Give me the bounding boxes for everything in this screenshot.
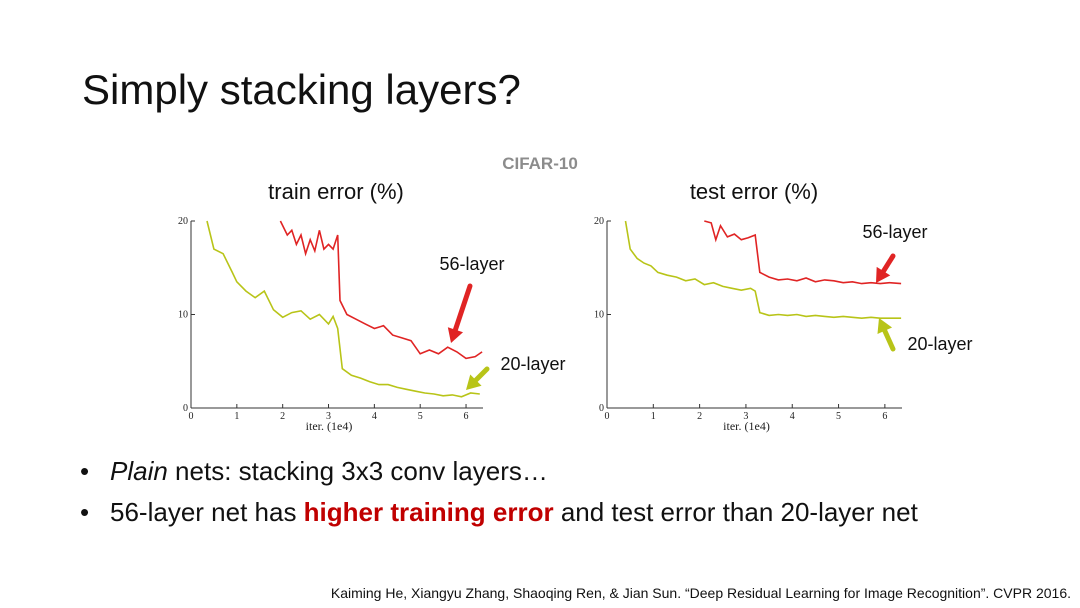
bullet-list: • Plain nets: stacking 3x3 conv layers… … [80, 456, 919, 527]
bullet: • [80, 456, 89, 486]
slide-title: Simply stacking layers? [82, 66, 521, 113]
x-tick-label: 1 [651, 411, 656, 422]
series-label: 56-layer [862, 222, 927, 242]
y-tick-label: 10 [594, 310, 604, 321]
arrow-shaft [452, 283, 473, 333]
arrow-head [876, 266, 891, 283]
bullet-part: Plain [110, 456, 168, 486]
y-tick-label: 0 [599, 403, 604, 414]
y-tick-label: 10 [178, 310, 188, 321]
arrow-head [447, 327, 464, 343]
x-tick-label: 0 [605, 411, 610, 422]
chart-title: train error (%) [268, 179, 404, 204]
bullet-part: and test error than 20-layer net [554, 497, 919, 527]
x-tick-label: 2 [697, 411, 702, 422]
series-line [624, 220, 902, 320]
arrow-shaft [473, 366, 490, 383]
bullet-part: 56-layer net has [110, 497, 304, 527]
chart-title: test error (%) [690, 179, 818, 204]
x-tick-label: 1 [234, 411, 239, 422]
bullet-text: Plain nets: stacking 3x3 conv layers… [110, 456, 548, 486]
x-axis-label: iter. (1e4) [723, 419, 770, 433]
series-line [704, 220, 902, 285]
x-tick-label: 3 [326, 411, 331, 422]
bullet-part: nets: stacking 3x3 conv layers… [168, 456, 548, 486]
x-tick-label: 6 [882, 411, 887, 422]
arrow-head [466, 374, 482, 390]
x-tick-label: 2 [280, 411, 285, 422]
bullet: • [80, 497, 89, 527]
y-tick-label: 0 [183, 403, 188, 414]
series-label: 20-layer [500, 354, 565, 374]
series-label: 56-layer [439, 254, 504, 274]
x-tick-label: 4 [372, 411, 377, 422]
x-tick-label: 4 [790, 411, 795, 422]
x-tick-label: 0 [189, 411, 194, 422]
arrow-shaft [880, 253, 896, 274]
citation: Kaiming He, Xiangyu Zhang, Shaoqing Ren,… [331, 585, 1071, 601]
series-line [279, 220, 483, 360]
y-tick-label: 20 [594, 216, 604, 227]
arrow-head [877, 318, 893, 335]
x-tick-label: 6 [464, 411, 469, 422]
x-axis-label: iter. (1e4) [306, 419, 353, 433]
bullet-text: 56-layer net has higher training error a… [110, 497, 919, 527]
y-tick-label: 20 [178, 216, 188, 227]
x-tick-label: 5 [836, 411, 841, 422]
bullet-part: higher training error [304, 497, 554, 527]
subtitle: CIFAR-10 [502, 154, 578, 173]
series-line [206, 220, 480, 398]
arrow-shaft [882, 328, 896, 352]
series-label: 20-layer [907, 334, 972, 354]
x-tick-label: 3 [743, 411, 748, 422]
x-tick-label: 5 [418, 411, 423, 422]
